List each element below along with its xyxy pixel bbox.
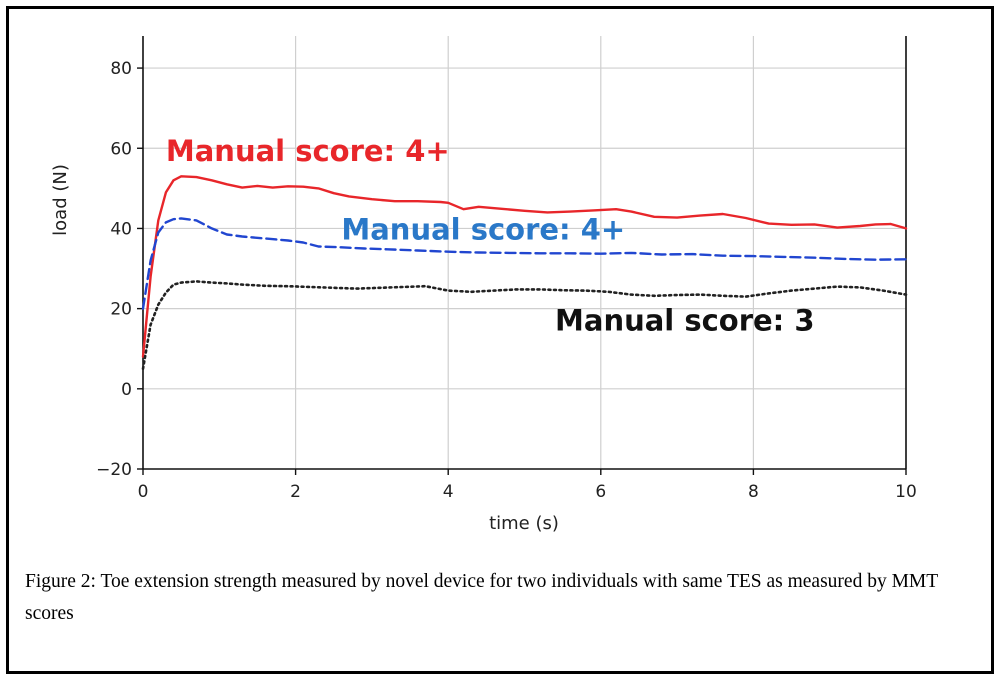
annotation-2: Manual score: 4+ (341, 213, 625, 247)
y-tick-label: 0 (121, 380, 132, 400)
y-axis-ticks: −20 0 20 40 60 80 (96, 59, 143, 480)
series-line-3 (141, 280, 908, 371)
y-tick-label: −20 (96, 460, 132, 480)
y-axis-label: load (N) (50, 164, 71, 236)
y-tick-label: 20 (110, 300, 132, 320)
figure-caption: Figure 2: Toe extension strength measure… (25, 571, 938, 624)
x-tick-label: 4 (443, 482, 454, 502)
x-axis-ticks: 0 2 4 6 8 10 (138, 469, 917, 502)
series-line-1 (141, 175, 908, 358)
y-tick-label: 40 (110, 219, 132, 239)
axes (142, 36, 907, 470)
series-lines (141, 175, 908, 371)
y-tick-label: 60 (110, 139, 132, 159)
x-axis-label: time (s) (489, 513, 559, 534)
x-tick-label: 0 (138, 482, 149, 502)
figure-frame (6, 6, 994, 674)
x-tick-label: 8 (748, 482, 759, 502)
x-tick-label: 6 (595, 482, 606, 502)
x-tick-label: 2 (290, 482, 301, 502)
annotations: Manual score: 4+ Manual score: 4+ Manual s… (166, 134, 815, 337)
y-tick-label: 80 (110, 59, 132, 79)
annotation-3: Manual score: 3 (555, 303, 815, 337)
series-line-2 (141, 217, 908, 310)
grid (143, 36, 907, 469)
annotation-1: Manual score: 4+ (166, 134, 450, 168)
x-tick-label: 10 (895, 482, 917, 502)
